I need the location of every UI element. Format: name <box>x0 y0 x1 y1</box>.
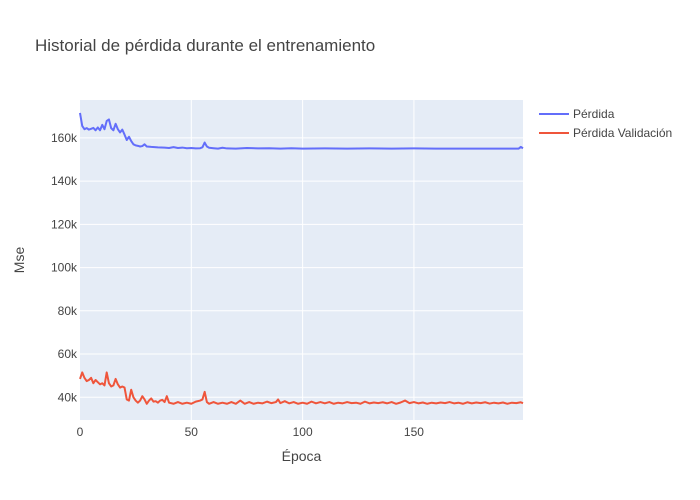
y-axis-label: Mse <box>11 247 27 274</box>
tick-labels: 0 50 100 150 40k 60k 80k 100k 120k 140k 160k <box>51 131 424 439</box>
series-line-perdida[interactable] <box>79 112 524 150</box>
y-tick-label: 160k <box>51 131 78 145</box>
plot-area[interactable] <box>80 100 523 420</box>
legend: Pérdida Pérdida Validación <box>539 107 672 140</box>
y-tick-label: 80k <box>58 304 78 318</box>
y-tick-label: 140k <box>51 174 78 188</box>
legend-item-perdida-validacion[interactable]: Pérdida Validación <box>539 126 672 140</box>
legend-item-perdida[interactable]: Pérdida <box>539 107 615 121</box>
y-tick-label: 100k <box>51 261 78 275</box>
y-tick-label: 60k <box>58 347 78 361</box>
x-tick-label: 100 <box>293 425 313 439</box>
x-axis-label: Época <box>282 448 322 464</box>
grid <box>80 100 523 420</box>
chart-title: Historial de pérdida durante el entrenam… <box>35 36 375 55</box>
x-tick-label: 0 <box>77 425 84 439</box>
x-tick-label: 150 <box>404 425 424 439</box>
legend-label-perdida-validacion: Pérdida Validación <box>573 126 672 140</box>
y-tick-label: 40k <box>58 390 78 404</box>
series-line-perdida-validacion[interactable] <box>79 371 524 405</box>
legend-label-perdida: Pérdida <box>573 107 615 121</box>
series-layer <box>79 112 524 405</box>
y-tick-label: 120k <box>51 217 78 231</box>
x-tick-label: 50 <box>185 425 199 439</box>
